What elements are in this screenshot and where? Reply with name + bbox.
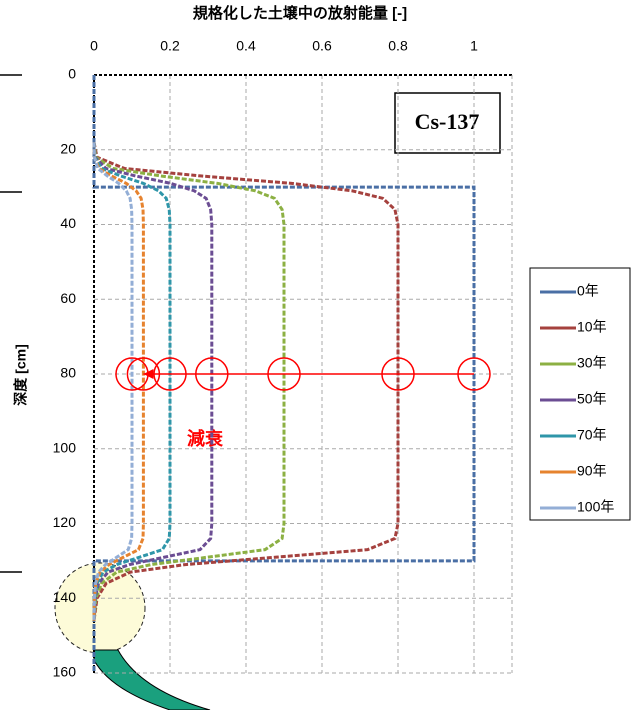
x-tick-label: 0.2 xyxy=(160,38,180,54)
y-tick-label: 120 xyxy=(53,514,77,530)
root-shape xyxy=(93,649,211,710)
y-axis-label: 深度 [cm] xyxy=(13,344,29,405)
series-line xyxy=(92,142,134,621)
y-tick-label: 160 xyxy=(53,664,77,680)
legend xyxy=(529,267,631,521)
legend-label: 50年 xyxy=(577,391,607,407)
legend-label: 100年 xyxy=(577,499,614,515)
legend-label: 30年 xyxy=(577,355,607,371)
x-tick-label: 0 xyxy=(90,38,98,54)
y-tick-label: 140 xyxy=(53,589,77,605)
legend-label: 90年 xyxy=(577,463,607,479)
chart-title: 規格化した土壌中の放射能量 [-] xyxy=(193,4,407,22)
legend-label: 70年 xyxy=(577,427,607,443)
series-line xyxy=(92,142,286,621)
y-tick-label: 40 xyxy=(60,215,76,231)
y-tick-label: 60 xyxy=(60,290,76,306)
annotation: Cs-137 xyxy=(415,109,480,134)
decay-arrowhead xyxy=(143,369,154,379)
y-tick-label: 20 xyxy=(60,140,76,156)
legend-label: 10年 xyxy=(577,319,607,335)
y-tick-label: 80 xyxy=(60,365,76,381)
y-tick-label: 100 xyxy=(53,439,77,455)
legend-label: 0年 xyxy=(577,283,599,299)
series-line xyxy=(92,142,214,621)
x-tick-label: 0.6 xyxy=(312,38,332,54)
x-tick-label: 0.4 xyxy=(236,38,256,54)
x-tick-label: 1 xyxy=(470,38,478,54)
annotation: 減衰 xyxy=(187,428,224,449)
x-tick-label: 0.8 xyxy=(388,38,408,54)
y-tick-label: 0 xyxy=(68,66,76,82)
annotation-box xyxy=(394,92,501,154)
